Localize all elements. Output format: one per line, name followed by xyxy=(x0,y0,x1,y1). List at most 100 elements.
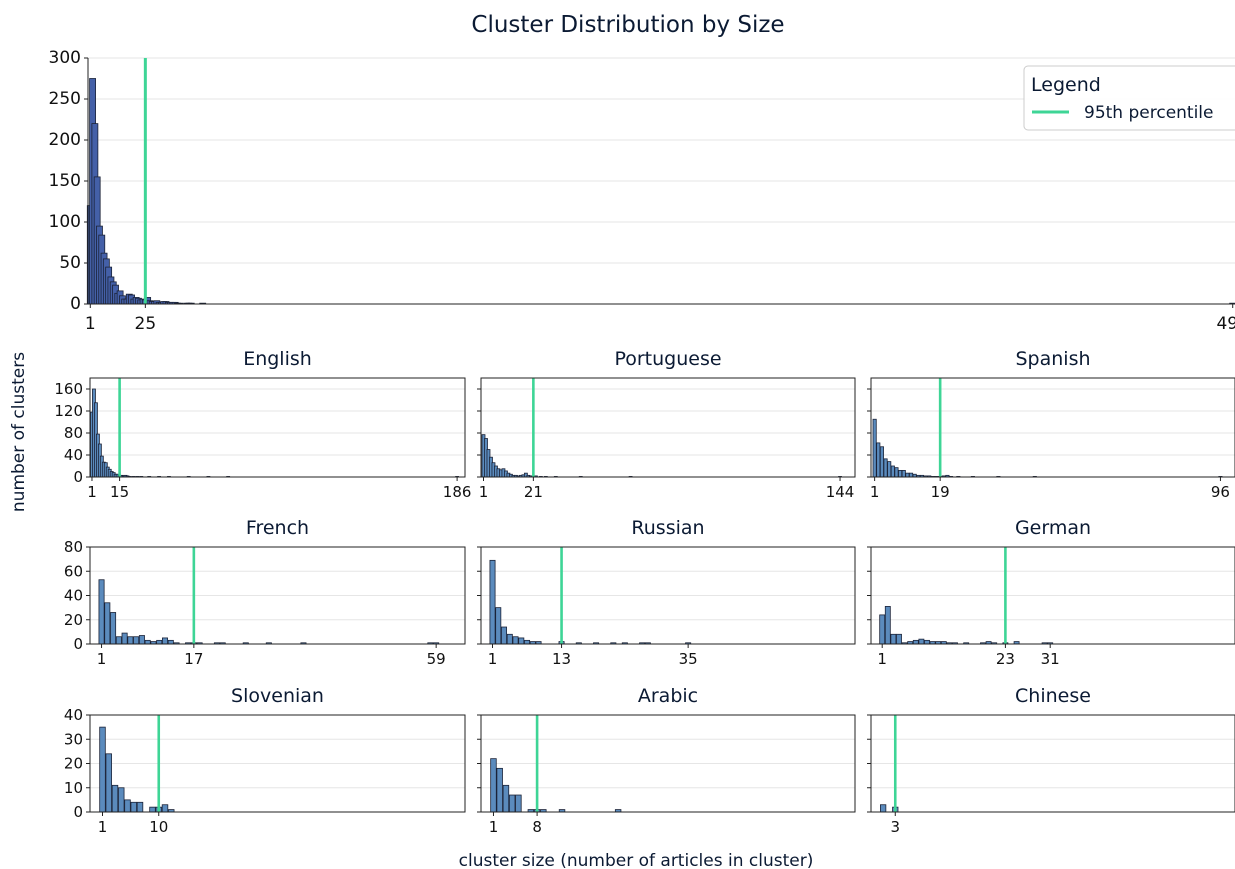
panel-title: Slovenian xyxy=(231,685,324,707)
bar xyxy=(898,469,903,478)
bar xyxy=(118,787,125,813)
bar xyxy=(879,446,884,478)
panel-french: 0 20 40 60 80 1 17 59 French xyxy=(64,517,466,668)
y-tick-label: 40 xyxy=(64,587,83,605)
bar xyxy=(518,637,525,645)
panel-title: Arabic xyxy=(638,685,698,707)
bar xyxy=(133,636,140,645)
bar xyxy=(127,636,134,645)
bar xyxy=(887,461,892,478)
bar xyxy=(121,632,128,645)
bar xyxy=(98,579,105,645)
bar xyxy=(896,633,902,645)
panel-title: English xyxy=(243,348,312,370)
x-tick-label: 35 xyxy=(679,650,698,668)
y-tick-label: 50 xyxy=(59,253,81,273)
x-tick-label: 8 xyxy=(532,818,542,836)
y-tick-label: 100 xyxy=(49,212,81,232)
x-tick-label: 1 xyxy=(87,483,97,501)
x-tick-label: 10 xyxy=(149,818,168,836)
bar xyxy=(918,638,925,645)
bar xyxy=(924,639,930,645)
legend-title: Legend xyxy=(1031,74,1101,96)
bar xyxy=(905,472,910,478)
bar xyxy=(506,633,513,645)
bar xyxy=(508,794,516,813)
legend: Legend 95th percentile xyxy=(1023,65,1235,131)
y-tick-label: 40 xyxy=(64,706,83,724)
x-tick-label: 17 xyxy=(184,650,203,668)
y-tick-label: 60 xyxy=(64,562,83,580)
x-tick-label: 144 xyxy=(826,483,855,501)
bar xyxy=(115,636,122,645)
panel-frame xyxy=(870,714,1235,813)
bar xyxy=(495,607,502,645)
bar xyxy=(99,726,106,813)
y-tick-label: 300 xyxy=(49,48,81,68)
y-tick-label: 0 xyxy=(73,468,83,486)
x-tick-label: 25 xyxy=(135,314,157,334)
panel-title: German xyxy=(1015,517,1091,539)
y-tick-label: 20 xyxy=(64,611,83,629)
y-tick-label: 0 xyxy=(70,294,81,314)
bar xyxy=(111,784,119,813)
x-tick-label: 1 xyxy=(489,818,499,836)
bar xyxy=(496,767,503,813)
panel-slovenian: 0 10 20 30 40 1 10 Slovenian xyxy=(64,685,466,836)
panel-title: Portuguese xyxy=(614,348,721,370)
x-tick-label: 186 xyxy=(443,483,472,501)
panel-frame xyxy=(89,546,466,645)
panel-english: 0 40 80 120 160 1 15 186 English xyxy=(54,348,471,501)
bar xyxy=(880,804,887,813)
bar xyxy=(501,626,508,645)
bar xyxy=(162,637,168,645)
panel-portuguese: 1 21 144 Portuguese xyxy=(477,348,856,501)
panel-frame xyxy=(480,546,856,645)
x-tick-label: 3 xyxy=(890,818,900,836)
panel-frame xyxy=(870,546,1235,645)
y-tick-label: 120 xyxy=(54,402,83,420)
bar xyxy=(901,469,906,478)
bar xyxy=(138,635,145,645)
y-tick-label: 30 xyxy=(64,730,83,748)
x-tick-label: 23 xyxy=(996,650,1015,668)
panel-frame xyxy=(89,714,466,813)
panel-spanish: 1 19 96 Spanish xyxy=(867,348,1235,501)
panel-title: Spanish xyxy=(1015,348,1090,370)
y-tick-label: 10 xyxy=(64,779,83,797)
panel-frame xyxy=(480,714,856,813)
bar xyxy=(136,801,144,813)
bar xyxy=(876,442,881,478)
panel-arabic: 1 8 Arabic xyxy=(477,685,856,836)
bar xyxy=(130,801,137,813)
y-axis-label: number of clusters xyxy=(9,352,29,512)
x-tick-label: 21 xyxy=(524,483,543,501)
y-tick-label: 160 xyxy=(54,380,83,398)
y-tick-label: 150 xyxy=(49,171,81,191)
x-tick-label: 499 xyxy=(1216,314,1235,334)
figure-title: Cluster Distribution by Size xyxy=(471,12,784,38)
bar xyxy=(104,602,111,645)
x-tick-label: 1 xyxy=(85,314,96,334)
bar xyxy=(105,753,112,813)
y-tick-label: 0 xyxy=(73,635,83,653)
bar xyxy=(872,418,877,478)
panel-frame xyxy=(870,377,1235,478)
panel-russian: 1 13 35 Russian xyxy=(477,517,856,668)
panel-chinese: 3 Chinese xyxy=(867,685,1235,836)
x-tick-label: 15 xyxy=(110,483,129,501)
x-tick-label: 1 xyxy=(488,650,498,668)
legend-box xyxy=(1023,65,1235,131)
bar xyxy=(156,639,163,645)
bar xyxy=(149,806,156,813)
x-tick-label: 1 xyxy=(479,483,489,501)
bar xyxy=(110,612,117,645)
x-tick-label: 96 xyxy=(1211,483,1230,501)
x-tick-label: 31 xyxy=(1041,650,1060,668)
x-tick-label: 13 xyxy=(552,650,571,668)
x-tick-label: 59 xyxy=(427,650,446,668)
bar xyxy=(884,606,891,645)
panel-german: 1 23 31 German xyxy=(867,517,1235,668)
bar xyxy=(894,467,899,478)
x-tick-label: 1 xyxy=(877,650,887,668)
